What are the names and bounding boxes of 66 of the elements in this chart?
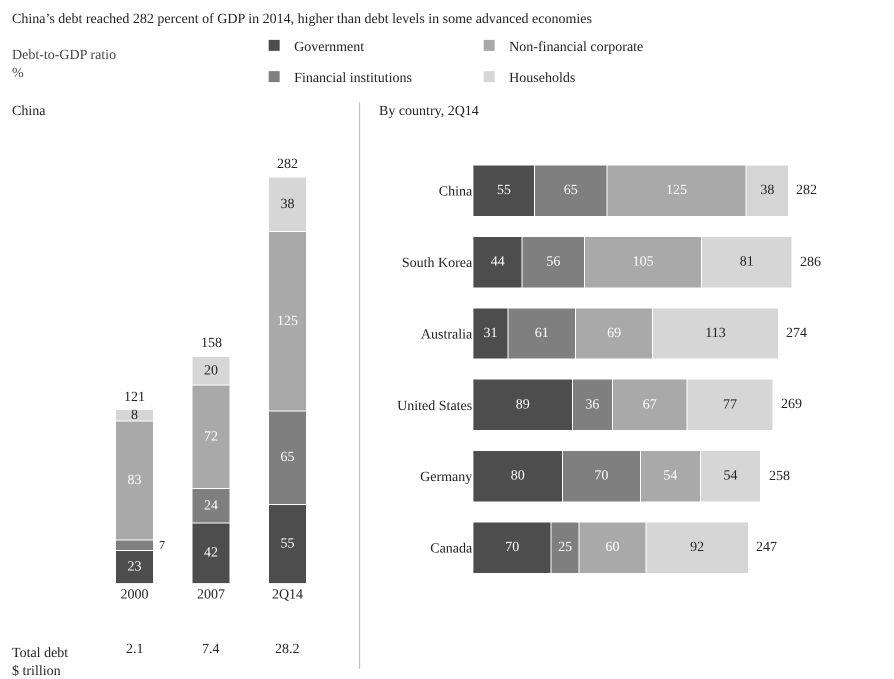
- data-label: 125: [276, 314, 298, 329]
- data-label: 92: [690, 540, 704, 556]
- data-label: 105: [632, 254, 654, 270]
- total-label: 247: [756, 540, 777, 555]
- data-label: 7: [159, 538, 165, 552]
- y-tick-label: Australia: [420, 327, 473, 342]
- y-tick-label: Germany: [420, 470, 472, 486]
- data-label: 20: [204, 363, 218, 378]
- y-tick-label: China: [438, 184, 473, 200]
- y-axis-title: Debt-to-GDP ratio %: [12, 48, 116, 82]
- data-label: 70: [594, 468, 608, 484]
- chart-title: China’s debt reached 282 percent of GDP in 2014, higher than debt levels in some advanced economies: [12, 12, 592, 27]
- x-tick-label: 2007: [197, 587, 226, 602]
- data-label: 80: [510, 468, 525, 484]
- text: Total debt $ trillion: [12, 646, 68, 679]
- data-label: 54: [724, 468, 738, 484]
- data-label: 65: [564, 183, 578, 198]
- data-label: 89: [516, 397, 530, 412]
- data-label: 65: [280, 450, 294, 466]
- data-label: 31: [483, 326, 498, 341]
- total-label: 158: [201, 336, 222, 351]
- x-tick-label: 2Q14: [272, 587, 304, 602]
- total-label: 282: [796, 183, 817, 198]
- chart-subtitle: By country, 2Q14: [379, 104, 479, 119]
- legend-label: Government: [294, 40, 364, 55]
- total-label: 274: [786, 326, 807, 341]
- data-label: 69: [607, 326, 622, 341]
- data-label: 38: [280, 196, 294, 212]
- data-label: 72: [204, 429, 218, 444]
- legend-label: Financial institutions: [294, 71, 412, 86]
- data-label: 38: [760, 183, 774, 198]
- data-label: 42: [204, 546, 218, 561]
- y-tick-label: United States: [397, 398, 472, 414]
- legend-label: Non-financial corporate: [509, 40, 644, 55]
- data-label: 55: [280, 536, 294, 552]
- data-label: 77: [722, 397, 737, 412]
- data-label: 54: [663, 468, 678, 484]
- y-tick-label: Canada: [430, 542, 473, 557]
- total-label: 282: [277, 157, 298, 172]
- data-label: 25: [558, 540, 572, 556]
- text: 7.4: [202, 642, 220, 657]
- data-label: 67: [642, 397, 657, 412]
- data-label: 55: [496, 183, 511, 198]
- data-label: 60: [605, 540, 620, 556]
- data-label: 113: [705, 326, 726, 341]
- data-label: 44: [490, 254, 505, 270]
- data-label: 81: [740, 254, 754, 270]
- text: 28.2: [275, 642, 300, 657]
- total-label: 286: [800, 255, 821, 270]
- data-label: 24: [204, 498, 218, 514]
- data-label: 23: [128, 559, 142, 574]
- x-tick-label: 2000: [120, 587, 149, 602]
- total-label: 258: [769, 469, 790, 484]
- data-label: 70: [505, 540, 520, 556]
- data-label: 8: [131, 408, 138, 423]
- data-label: 36: [585, 397, 600, 412]
- data-label: 83: [128, 473, 142, 488]
- y-tick-label: South Korea: [402, 256, 473, 271]
- total-label: 121: [124, 390, 145, 405]
- data-label: 56: [546, 254, 560, 270]
- data-label: 61: [534, 326, 549, 341]
- total-label: 269: [781, 397, 802, 412]
- text: 2.1: [126, 642, 144, 657]
- legend-label: Households: [509, 71, 576, 86]
- data-label: 125: [666, 183, 688, 198]
- chart-subtitle: China: [12, 104, 46, 119]
